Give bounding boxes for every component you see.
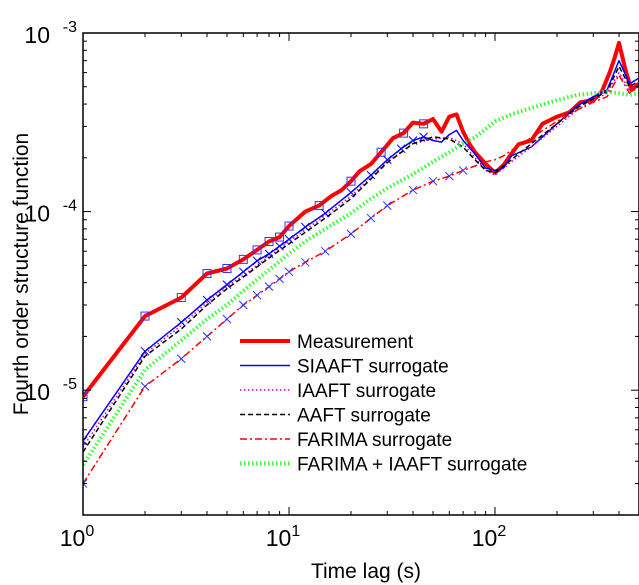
markers-layer — [83, 119, 468, 488]
legend-label: FARIMA surrogate — [297, 430, 452, 451]
x-tick-label: 100 — [60, 523, 95, 551]
legend: Measurement SIAAFT surrogate IAAFT surroga… — [240, 332, 527, 476]
data-point-x — [382, 201, 392, 210]
data-point-x — [202, 332, 212, 341]
x-tick-exp: 0 — [85, 523, 94, 540]
data-point-square — [419, 119, 429, 129]
y-tick-base: 10 — [24, 201, 50, 227]
data-point-square — [346, 176, 356, 186]
data-point-x — [320, 208, 330, 218]
legend-item: AAFT surrogate — [240, 406, 431, 427]
data-point-square — [314, 201, 324, 211]
y-tick-label: 10 -4 — [24, 198, 77, 227]
x-tick-base: 10 — [472, 525, 498, 551]
y-tick-label: 10 -5 — [24, 376, 77, 405]
data-point-square — [222, 264, 232, 274]
data-point-x — [346, 229, 356, 239]
data-point-x — [284, 267, 294, 277]
legend-item: SIAAFT surrogate — [240, 357, 449, 378]
legend-item: Measurement — [240, 332, 414, 353]
data-point-square — [83, 392, 88, 402]
data-point-x — [238, 267, 248, 277]
data-point-x — [458, 166, 468, 175]
data-point-x — [428, 176, 438, 186]
legend-item: IAAFT surrogate — [240, 381, 436, 402]
data-point-square — [399, 128, 409, 138]
y-axis-label: Fourth order structure function — [10, 133, 33, 415]
y-tick-exp: -3 — [63, 19, 77, 36]
series-line — [83, 71, 639, 448]
data-point-x — [346, 188, 356, 197]
x-axis: 100 101 102 — [60, 33, 639, 551]
data-point-square — [275, 232, 285, 242]
y-tick-exp: -4 — [63, 198, 77, 215]
data-point-x — [366, 170, 376, 180]
data-point-x — [238, 300, 248, 310]
data-point-square — [264, 236, 274, 246]
data-point-x — [222, 314, 232, 324]
y-tick-label: 10 -3 — [24, 19, 77, 48]
series-line — [83, 89, 639, 467]
data-point-square — [140, 311, 150, 321]
data-point-x — [264, 249, 274, 259]
legend-label: SIAAFT surrogate — [297, 357, 449, 378]
data-point-x — [275, 274, 284, 284]
x-tick-base: 10 — [266, 525, 292, 551]
data-point-x — [264, 282, 274, 291]
plot-frame — [82, 32, 639, 516]
x-tick-exp: 1 — [291, 523, 300, 540]
data-point-square — [252, 245, 262, 255]
series-line — [83, 65, 639, 453]
data-point-x — [275, 241, 284, 251]
plot-background — [83, 33, 639, 515]
legend-item: FARIMA + IAAFT surrogate — [240, 455, 527, 476]
legend-label: FARIMA + IAAFT surrogate — [297, 455, 527, 476]
data-point-square — [238, 254, 248, 264]
data-point-x — [83, 479, 88, 488]
data-point-square — [176, 293, 186, 303]
data-point-x — [366, 213, 376, 223]
series-line — [83, 74, 639, 485]
y-axis: 10 -5 10 -4 10 -3 — [24, 19, 639, 516]
data-point-x — [444, 171, 454, 181]
data-point-x — [300, 257, 310, 267]
y-tick-base: 10 — [24, 379, 50, 405]
data-point-x — [222, 280, 232, 289]
data-point-x — [252, 290, 262, 300]
data-point-x — [140, 346, 150, 356]
legend-item: FARIMA surrogate — [240, 430, 452, 451]
x-tick-exp: 2 — [497, 523, 506, 540]
data-point-x — [202, 295, 212, 305]
data-point-square — [376, 147, 386, 157]
legend-label: IAAFT surrogate — [297, 381, 436, 402]
data-point-x — [176, 354, 186, 364]
y-tick-exp: -5 — [63, 376, 77, 393]
x-tick-label: 101 — [266, 523, 301, 551]
x-tick-base: 10 — [60, 525, 86, 551]
x-tick-label: 102 — [472, 523, 507, 551]
data-point-x — [140, 382, 150, 391]
data-point-x — [252, 256, 262, 266]
data-point-x — [320, 246, 330, 256]
data-point-x — [300, 222, 310, 232]
x-axis-label: Time lag (s) — [311, 560, 421, 583]
data-point-square — [202, 269, 212, 279]
legend-label: AAFT surrogate — [297, 406, 431, 427]
data-point-x — [408, 185, 418, 195]
data-point-x — [176, 317, 186, 327]
y-tick-base: 10 — [24, 22, 50, 48]
data-point-x — [419, 132, 428, 142]
data-point-square — [284, 221, 294, 231]
data-point-x — [284, 234, 294, 244]
data-point-x — [408, 136, 418, 145]
data-point-x — [396, 144, 406, 154]
legend-label: Measurement — [297, 332, 414, 353]
data-point-x — [382, 155, 392, 165]
plot-area — [83, 33, 639, 515]
